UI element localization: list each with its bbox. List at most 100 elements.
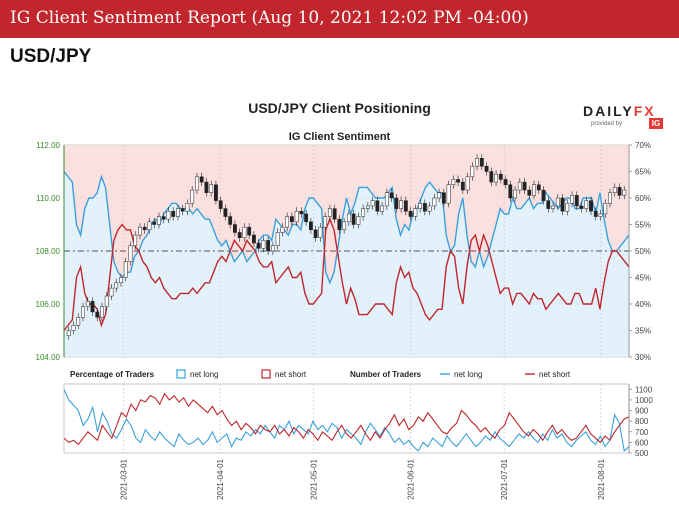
candle-body [81, 306, 85, 318]
legend-net-short-label: net short [275, 370, 307, 379]
date-tick-label: 2021-03-01 [119, 458, 128, 499]
date-tick-label: 2021-05-01 [310, 458, 319, 499]
candle-body [612, 187, 617, 193]
pct-tick-label: 70% [635, 141, 651, 150]
candle-body [247, 226, 252, 236]
candle-body [275, 232, 280, 246]
currency-pair-label: USD/JPY [10, 46, 92, 67]
candle-body [233, 224, 237, 233]
candle-body [451, 179, 456, 185]
candle-body [289, 216, 294, 223]
price-tick-label: 108.00 [36, 247, 61, 256]
candle-body [285, 216, 290, 228]
count-tick-label: 1100 [635, 385, 653, 394]
candle-body [228, 216, 233, 225]
candle-body [389, 192, 394, 199]
candle-body [294, 211, 299, 223]
pct-tick-label: 30% [635, 353, 651, 362]
pct-tick-label: 35% [635, 327, 651, 336]
candle-body [223, 208, 228, 217]
candle-body [555, 197, 560, 207]
candle-body [171, 211, 176, 217]
candle-body [323, 216, 328, 228]
chart-subtitle: IG Client Sentiment [288, 131, 391, 143]
candle-body [209, 184, 214, 193]
candle-body [574, 195, 579, 207]
candle-body [622, 189, 627, 196]
candle-body [503, 179, 508, 185]
candle-body [484, 165, 489, 172]
candle-body [384, 192, 389, 207]
candle-body [318, 226, 323, 238]
candle-body [261, 240, 266, 249]
pct-tick-label: 55% [635, 221, 651, 230]
net-long-area [64, 171, 629, 357]
price-tick-label: 106.00 [36, 300, 61, 309]
date-tick-label: 2021-06-01 [406, 458, 415, 499]
date-tick-label: 2021-07-01 [500, 458, 509, 499]
net-short-line [63, 217, 630, 331]
candle-body [446, 184, 451, 204]
candle-body [356, 216, 361, 225]
candle-body [560, 197, 565, 212]
candle-body [71, 324, 76, 331]
candle-body [199, 176, 204, 183]
legend-short-box [261, 369, 271, 379]
dailyfx-logo: DAILYFX provided by IG [583, 103, 663, 129]
pct-tick-label: 45% [635, 274, 651, 283]
candle-body [157, 216, 161, 225]
candle-body [593, 211, 598, 217]
candle-body [522, 181, 527, 191]
candle-body [237, 232, 242, 238]
candle-body [180, 208, 185, 212]
candle-body [546, 200, 551, 209]
candle-body [119, 277, 123, 284]
pct-tick-label: 60% [635, 194, 651, 203]
candle-body [109, 287, 114, 297]
candle-body [441, 192, 446, 204]
net-short-count-line [63, 392, 630, 446]
pct-tick-label: 40% [635, 300, 651, 309]
candle-body [365, 205, 370, 209]
candle-body [346, 213, 351, 223]
legend-net-long-label: net long [190, 370, 218, 379]
candle-body [603, 203, 608, 215]
pct-tick-label: 50% [635, 247, 651, 256]
candle-body [551, 205, 555, 209]
candle-body [589, 200, 593, 212]
price-tick-label: 104.00 [36, 353, 61, 362]
count-tick-label: 900 [635, 407, 649, 416]
candle-body [90, 301, 95, 313]
candle-body [413, 208, 418, 217]
candle-body [256, 242, 261, 249]
candle-body [214, 184, 218, 201]
candle-body [380, 205, 385, 212]
candle-body [470, 165, 475, 178]
candle-body [166, 211, 171, 220]
logo-provided-by: provided by [591, 121, 623, 127]
candle-body [147, 221, 152, 231]
candle-body [123, 261, 128, 278]
candle-body [361, 208, 366, 217]
candle-body [479, 158, 484, 167]
candle-body [422, 203, 427, 212]
candle-body [142, 226, 147, 231]
candle-body [598, 213, 603, 217]
date-tick-label: 2021-04-01 [216, 458, 225, 499]
candle-body [190, 189, 195, 204]
candle-body [337, 218, 342, 231]
candle-body [104, 295, 109, 307]
candle-body [427, 205, 432, 212]
candle-body [570, 195, 574, 204]
candle-body [456, 179, 460, 183]
pct-tick-label: 65% [635, 168, 651, 177]
candle-body [313, 229, 318, 239]
candle-body [304, 213, 309, 223]
count-tick-label: 800 [635, 417, 649, 426]
legend-percentage-label: Percentage of Traders [70, 370, 155, 379]
candle-body [408, 211, 413, 217]
legend-number-label: Number of Traders [350, 370, 422, 379]
candle-body [608, 192, 612, 204]
candle-body [204, 181, 209, 193]
